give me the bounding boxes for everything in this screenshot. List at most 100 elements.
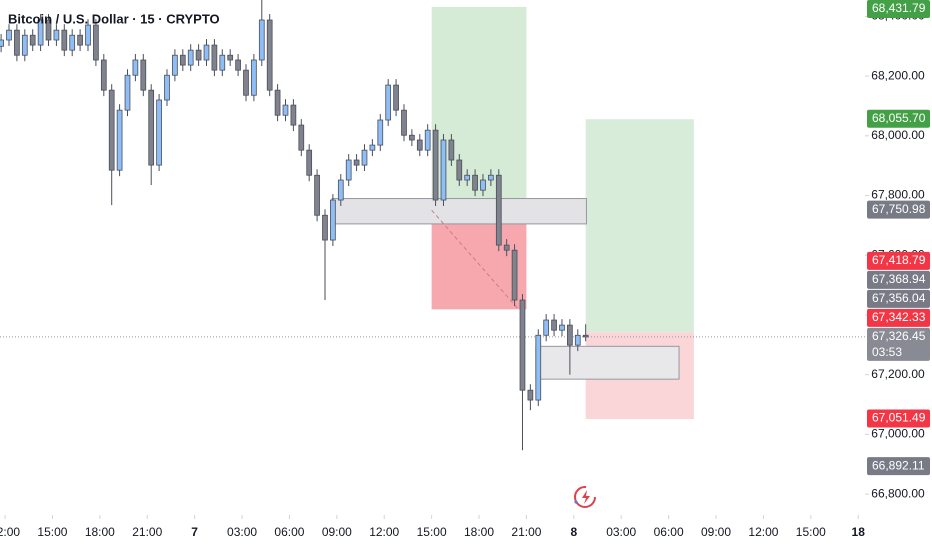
candle-body: [337, 179, 344, 201]
candle-body: [140, 59, 147, 91]
x-tick-label: 8: [570, 525, 577, 539]
candle-body: [203, 44, 210, 61]
candle-body: [456, 159, 463, 181]
candle-body: [495, 174, 502, 246]
plot-area: 12:00 15:00 18:00 21:00 7 03:00 06:00 09:00 12:0…: [0, 0, 865, 539]
price-badge: [867, 308, 930, 327]
x-tick-label: 7: [191, 525, 198, 539]
candle-body: [582, 334, 589, 338]
x-tick-label: 09:00: [322, 525, 352, 539]
candle-body: [551, 319, 557, 331]
price-badge: [867, 289, 930, 308]
price-badge: [867, 457, 930, 476]
candle-body: [132, 59, 139, 76]
highlight-box: [535, 345, 680, 380]
candle-body: [85, 24, 91, 46]
candle-body: [369, 144, 376, 151]
assistant-icon: [574, 486, 596, 508]
candle-body: [314, 174, 320, 216]
x-tick-label: 18:00: [464, 525, 494, 539]
y-tick-label: 67,800.00: [871, 188, 925, 202]
candle-body: [0, 39, 4, 47]
x-tick-label: 12:00: [748, 525, 778, 539]
candle-body: [519, 299, 526, 391]
candle-body: [100, 59, 107, 91]
candle-body: [6, 29, 12, 41]
candle-body: [93, 24, 99, 61]
x-tick-label: 03:00: [227, 525, 257, 539]
candle-body: [274, 89, 281, 116]
price-badge-label: 68,055.70: [872, 111, 926, 125]
candle-body: [243, 69, 249, 96]
y-tick-label: 67,200.00: [871, 367, 925, 381]
candle-body: [290, 104, 297, 126]
candle-body: [14, 29, 20, 56]
candle-body: [164, 74, 170, 101]
candle-body: [385, 84, 392, 121]
candle-body: [179, 54, 186, 66]
candle-body: [61, 29, 68, 51]
y-tick-label: 66,800.00: [871, 486, 925, 500]
position-zone: [585, 119, 694, 333]
candle-body: [77, 34, 83, 46]
candle-body: [527, 389, 534, 401]
countdown-label: 03:53: [872, 345, 902, 359]
candle-body: [21, 34, 28, 56]
candle-body: [124, 74, 131, 111]
x-tick-label: 18: [852, 525, 866, 539]
candle-body: [511, 249, 518, 301]
candle-body: [488, 174, 494, 181]
candle-body: [535, 334, 542, 401]
candle-body: [282, 104, 289, 116]
price-badge: [867, 109, 930, 128]
price-badge: [867, 409, 930, 428]
x-tick-label: 18:00: [85, 525, 115, 539]
candle-body: [306, 149, 313, 176]
candle-body: [116, 109, 123, 171]
candle-body: [409, 134, 415, 141]
price-badge-label: 66,892.11: [872, 458, 925, 472]
candle-body: [172, 54, 178, 76]
candle-body: [69, 34, 76, 51]
chart-title: Bitcoin / U.S. Dollar · 15 · CRYPTO: [8, 11, 220, 26]
candle-body: [45, 19, 52, 41]
highlight-box: [331, 198, 587, 225]
candle-body: [298, 124, 305, 151]
candle-body: [219, 54, 226, 71]
candle-body: [543, 319, 550, 336]
candle-body: [472, 174, 478, 191]
trend-line: [431, 209, 519, 310]
candle-body: [574, 334, 581, 346]
candle-body: [235, 59, 241, 71]
candle-body: [448, 139, 455, 161]
candle-body: [559, 324, 565, 331]
price-badge-label: 67,750.98: [872, 202, 926, 216]
candle-body: [37, 19, 44, 46]
candle-body: [567, 324, 573, 346]
candle-body: [345, 159, 352, 181]
candle-body: [148, 89, 155, 166]
x-tick-label: 03:00: [606, 525, 636, 539]
candle-body: [377, 119, 384, 146]
price-badge: [867, 0, 930, 18]
price-badge: [867, 251, 930, 270]
candle-body: [393, 84, 399, 111]
candle-body: [322, 214, 328, 241]
y-tick-label: 67,000.00: [871, 427, 925, 441]
x-tick-label: 06:00: [654, 525, 684, 539]
x-tick-label: 15:00: [796, 525, 826, 539]
price-badge-label: 67,051.49: [872, 411, 926, 425]
position-zone: [431, 210, 527, 310]
candle-body: [401, 109, 407, 136]
candle-body: [108, 89, 115, 171]
y-tick-label: 68,200.00: [871, 68, 925, 82]
candle-body: [464, 174, 471, 181]
candle-body: [330, 199, 336, 241]
price-badge-label: 67,356.04: [872, 291, 926, 305]
price-badges: 66,892.11 67,051.49 67,326.45 03:53 67,342.3…: [867, 0, 930, 476]
x-tick-label: 21:00: [511, 525, 541, 539]
candle-body: [211, 44, 218, 71]
x-tick-label: 15:00: [417, 525, 447, 539]
